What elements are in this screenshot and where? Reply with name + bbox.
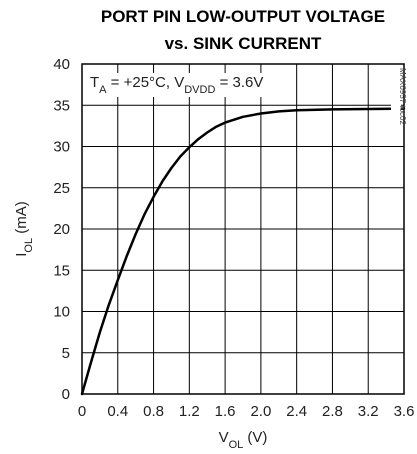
x-tick-label: 0.4 [107,403,128,420]
y-axis-label: IOL (mA) [13,201,35,257]
x-axis-label: VOL (V) [219,429,268,451]
y-tick-label: 35 [53,97,70,114]
x-tick-labels: 0 0.4 0.8 1.2 1.6 2.0 2.4 2.8 3.2 3.6 [78,403,415,420]
x-tick-label: 1.6 [215,403,236,420]
x-tick-label: 2.0 [250,403,271,420]
y-tick-label: 5 [62,345,70,362]
x-tick-label: 2.8 [322,403,343,420]
figure-code-background [391,67,401,127]
x-tick-label: 3.6 [394,403,415,420]
y-tick-label: 0 [62,386,70,403]
series-line [80,107,406,396]
figure-code: MAX6957 toc02 [398,68,407,125]
x-tick-label: 0.8 [143,403,164,420]
x-tick-label: 0 [78,403,86,420]
y-tick-label: 40 [53,56,70,73]
chart-title-line1: PORT PIN LOW-OUTPUT VOLTAGE [101,7,385,26]
y-tick-label: 25 [53,180,70,197]
y-tick-labels: 0 5 10 15 20 25 30 35 40 [53,56,70,403]
data-series [80,107,406,396]
x-tick-label: 3.2 [358,403,379,420]
annotation-background [87,73,267,97]
y-tick-label: 30 [53,139,70,156]
grid [81,63,405,395]
y-tick-label: 15 [53,262,70,279]
plot-frame [81,63,405,395]
temperature-voltage-annotation: TA = +25°C, VDVDD = 3.6V [90,74,263,96]
y-tick-label: 20 [53,221,70,238]
x-tick-label: 1.2 [179,403,200,420]
y-tick-label: 10 [53,304,70,321]
chart-title-line2: vs. SINK CURRENT [165,34,322,53]
x-tick-label: 2.4 [286,403,307,420]
